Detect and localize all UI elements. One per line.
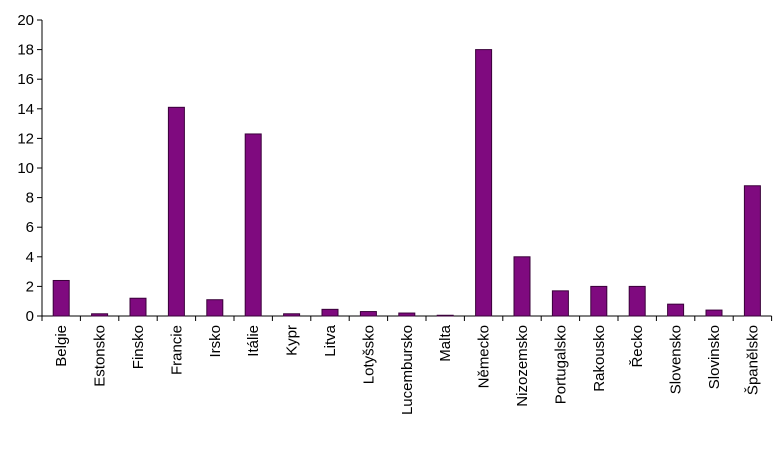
bar [244, 133, 262, 317]
x-tick-label: Irsko [207, 325, 224, 358]
x-tick-label: Itálie [245, 325, 262, 357]
y-tick-label: 0 [26, 308, 34, 325]
bar [628, 285, 646, 317]
bar [475, 49, 493, 317]
bar [667, 303, 685, 317]
bar [743, 185, 761, 317]
x-tick-label: Kypr [284, 325, 301, 356]
x-tick-label: Německo [476, 325, 493, 388]
y-tick-label: 20 [17, 12, 34, 29]
y-tick-label: 4 [26, 249, 34, 266]
x-tick-label: Lotyšsko [360, 325, 377, 384]
x-tick-label: Finsko [130, 325, 147, 369]
x-tick-label: Belgie [53, 325, 70, 367]
y-tick-label: 18 [17, 42, 34, 59]
x-tick-label: Litva [322, 324, 339, 356]
bar [705, 309, 723, 317]
bar [52, 279, 70, 317]
bar [321, 308, 339, 317]
bar [436, 314, 454, 317]
x-tick-label: Lucembursko [399, 325, 416, 415]
bar [398, 312, 416, 317]
bar [206, 299, 224, 317]
bar [91, 313, 109, 317]
x-tick-label: Španělsko [744, 325, 761, 395]
x-tick-label: Estonsko [92, 325, 109, 387]
y-tick-label: 14 [17, 101, 34, 118]
x-tick-label: Malta [437, 324, 454, 361]
bar [513, 256, 531, 317]
x-tick-label: Portugalsko [552, 325, 569, 404]
bar [129, 297, 147, 317]
y-tick-label: 12 [17, 130, 34, 147]
bar [551, 290, 569, 317]
x-tick-label: Řecko [629, 325, 646, 368]
x-tick-label: Slovensko [668, 325, 685, 394]
y-tick-label: 2 [26, 278, 34, 295]
y-tick-label: 16 [17, 71, 34, 88]
bar [359, 311, 377, 317]
x-tick-label: Francie [168, 325, 185, 375]
y-tick-label: 8 [26, 190, 34, 207]
bar [590, 285, 608, 317]
x-tick-label: Nizozemsko [514, 325, 531, 407]
y-tick-label: 10 [17, 160, 34, 177]
x-tick-label: Rakousko [591, 325, 608, 392]
bar [283, 313, 301, 317]
y-tick-label: 6 [26, 219, 34, 236]
x-tick-label: Slovinsko [706, 325, 723, 389]
bar [167, 106, 185, 317]
